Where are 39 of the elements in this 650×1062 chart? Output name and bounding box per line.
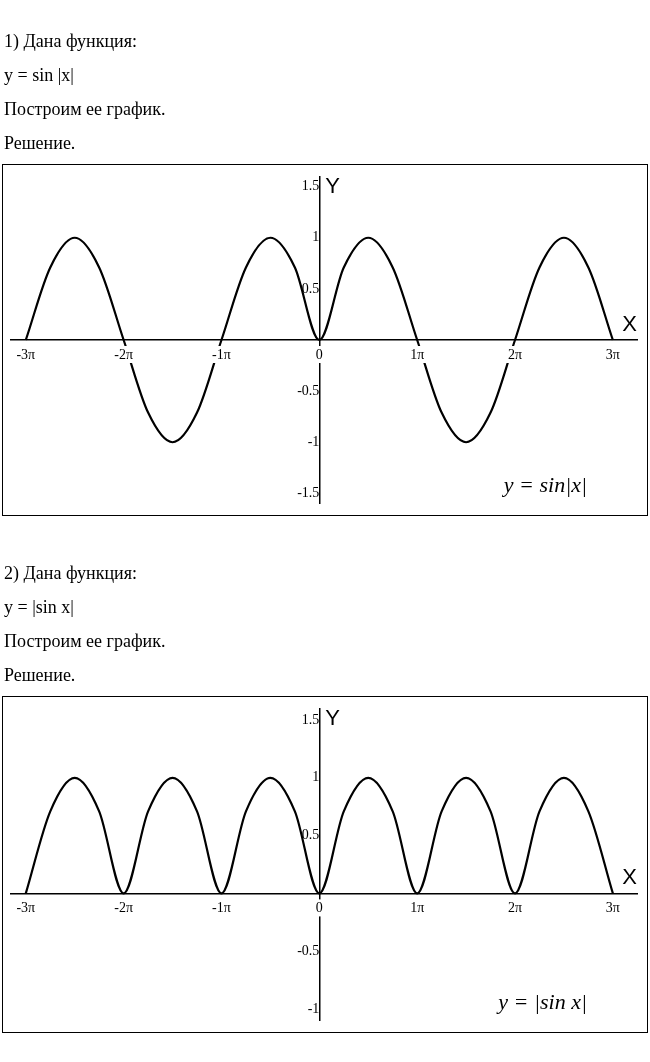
x-tick-label: -1π — [212, 346, 231, 362]
x-tick-label: 1π — [410, 900, 425, 916]
y-tick-label: -1 — [307, 1000, 320, 1016]
y-tick-label: 0.5 — [301, 280, 320, 296]
x-tick-label: -3π — [16, 900, 36, 916]
text: Построим ее график. — [4, 630, 167, 653]
x-axis-title: X — [622, 864, 638, 890]
x-axis-title: X — [622, 311, 638, 337]
chart-subtitle: y = |sin x| — [4, 596, 75, 619]
x-tick-label: 0 — [315, 346, 323, 362]
y-axis-title: Y — [325, 173, 341, 199]
x-tick-label: -2π — [114, 900, 134, 916]
text: Решение. — [4, 664, 77, 687]
y-axis-title: Y — [325, 705, 341, 731]
x-tick-label: -3π — [16, 346, 36, 362]
x-tick-label: 1π — [410, 346, 425, 362]
chart-title: 2) Дана функция: — [4, 562, 139, 585]
text: Построим ее график. — [4, 98, 167, 121]
y-tick-label: 1 — [312, 229, 320, 245]
x-tick-label: 2π — [507, 900, 523, 916]
y-tick-label: 1 — [312, 769, 320, 785]
text: y = |sin x| — [496, 989, 587, 1015]
x-tick-label: -2π — [114, 346, 134, 362]
x-tick-label: 0 — [315, 900, 323, 916]
chart-title: 1) Дана функция: — [4, 30, 139, 53]
x-tick-label: 2π — [507, 346, 523, 362]
x-tick-label: 3π — [605, 900, 620, 916]
y-tick-label: -1 — [307, 433, 320, 449]
y-tick-label: 1.5 — [301, 178, 320, 194]
y-tick-label: 1.5 — [301, 711, 320, 727]
text: Решение. — [4, 132, 77, 155]
x-tick-label: 3π — [605, 346, 620, 362]
y-tick-label: -0.5 — [297, 942, 320, 958]
chart-subtitle: y = sin |x| — [4, 64, 75, 87]
text: y = sin|x| — [501, 472, 587, 498]
y-tick-label: -1.5 — [297, 485, 320, 501]
y-tick-label: 0.5 — [301, 827, 320, 843]
x-tick-label: -1π — [212, 900, 231, 916]
y-tick-label: -0.5 — [297, 382, 320, 398]
